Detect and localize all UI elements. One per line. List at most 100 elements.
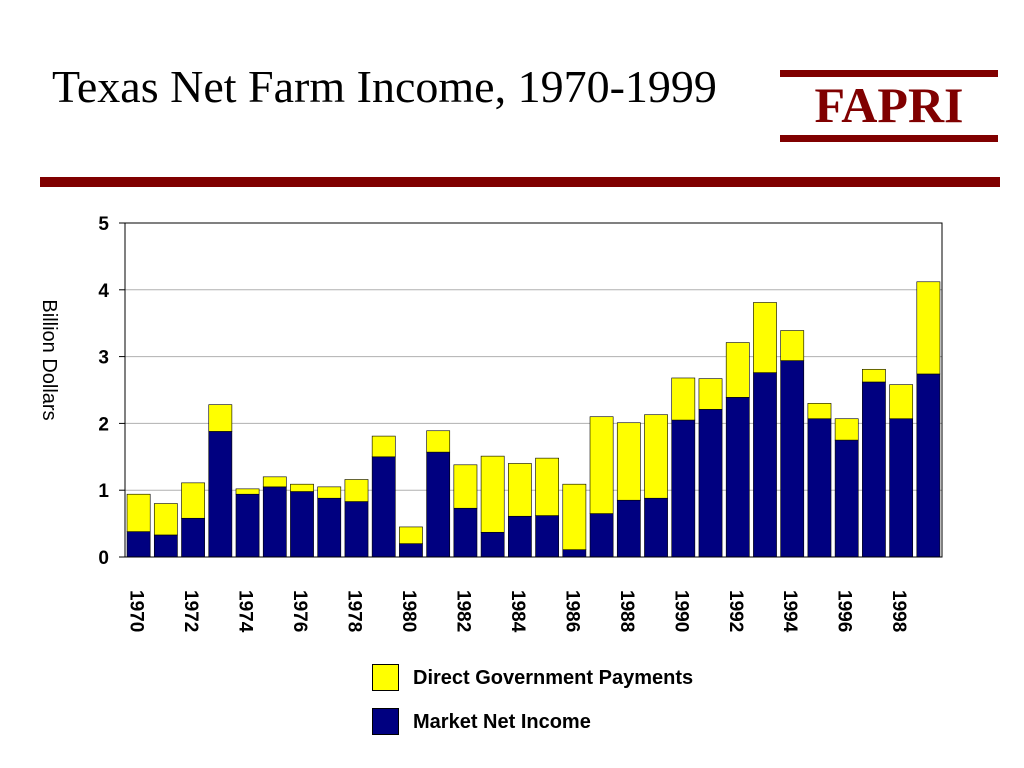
- x-tick-label: 1994: [779, 590, 800, 633]
- bar-direct-payments-1989: [644, 414, 668, 499]
- plot-frame: [124, 222, 943, 558]
- bar-market-net-income-1973: [208, 431, 233, 558]
- x-tick-label: 1984: [507, 590, 528, 633]
- x-tick-label: 1980: [398, 590, 419, 632]
- bar-direct-payments-1994: [780, 330, 805, 361]
- y-tick-label: 0: [98, 548, 109, 569]
- legend-swatch-market-net-income: [372, 708, 399, 735]
- bar-direct-payments-1982: [453, 464, 478, 509]
- y-tick-label: 3: [98, 348, 109, 369]
- fapri-logo: FAPRI: [780, 70, 998, 142]
- bar-market-net-income-1978: [344, 501, 369, 558]
- bar-market-net-income-1989: [644, 497, 668, 558]
- bar-market-net-income-1980: [399, 543, 423, 558]
- bar-market-net-income-1996: [834, 439, 859, 558]
- x-tick-label: 1982: [452, 590, 473, 632]
- bar-direct-payments-1997: [862, 368, 886, 383]
- y-tick-label: 2: [98, 414, 109, 435]
- bar-direct-payments-1990: [671, 377, 696, 421]
- x-tick-label: 1988: [616, 590, 637, 632]
- bar-direct-payments-1988: [616, 422, 641, 501]
- bar-direct-payments-1984: [508, 463, 532, 517]
- y-tick-label: 1: [98, 481, 109, 502]
- slide-title: Texas Net Farm Income, 1970-1999: [52, 61, 717, 112]
- bar-market-net-income-1993: [753, 372, 777, 558]
- bar-direct-payments-1993: [753, 302, 777, 373]
- y-tick-label: 5: [98, 214, 109, 235]
- bar-market-net-income-1997: [862, 381, 886, 558]
- bar-market-net-income-1986: [562, 549, 587, 558]
- bar-direct-payments-1975: [262, 476, 287, 488]
- x-axis-ticks: 1970 1972 1974 1976 1978 1980 1982 1984 1986 1988…: [126, 590, 910, 633]
- bar-direct-payments-1973: [208, 404, 233, 432]
- y-tick-label: 4: [98, 281, 109, 302]
- bar-direct-payments-1977: [317, 486, 342, 499]
- bar-market-net-income-1975: [262, 486, 287, 558]
- logo-top-bar: [780, 70, 998, 77]
- legend-item-market-net-income: Market Net Income: [372, 708, 792, 736]
- bar-market-net-income-1988: [616, 499, 641, 558]
- bar-direct-payments-1981: [426, 430, 451, 453]
- bar-market-net-income-1984: [508, 515, 532, 558]
- legend-swatch-direct-payments: [372, 664, 399, 691]
- bar-direct-payments-1992: [725, 342, 750, 398]
- bar-market-net-income-1992: [725, 397, 750, 558]
- bar-market-net-income-1994: [780, 360, 805, 558]
- x-tick-label: 1972: [180, 590, 201, 632]
- bar-market-net-income-1990: [671, 419, 696, 558]
- plot-area: [125, 223, 942, 557]
- x-tick-label: 1970: [126, 590, 147, 632]
- bar-market-net-income-1974: [235, 493, 260, 558]
- x-tick-label: 1974: [235, 590, 256, 633]
- x-tick-label: 1986: [561, 590, 582, 632]
- bar-market-net-income-1987: [589, 513, 614, 558]
- bar-direct-payments-1996: [834, 418, 859, 441]
- legend-label-direct-payments: Direct Government Payments: [413, 667, 694, 689]
- bar-direct-payments-1979: [371, 435, 396, 458]
- bar-direct-payments-1991: [698, 378, 723, 410]
- x-tick-label: 1996: [834, 590, 855, 632]
- bar-market-net-income-1983: [480, 531, 505, 558]
- logo-bottom-bar: [780, 135, 998, 142]
- x-tick-label: 1998: [888, 590, 909, 632]
- bar-market-net-income-1972: [181, 517, 205, 558]
- bar-market-net-income-1995: [807, 418, 832, 558]
- bar-direct-payments-1980: [399, 526, 423, 544]
- bar-direct-payments-1970: [126, 493, 151, 532]
- gridlines: [125, 289, 942, 491]
- bar-market-net-income-1981: [426, 451, 451, 558]
- bar-direct-payments-1998: [889, 384, 914, 420]
- bar-direct-payments-1987: [589, 416, 614, 514]
- bar-market-net-income-1982: [453, 507, 478, 558]
- bar-direct-payments-1986: [562, 483, 587, 550]
- y-axis-ticks: 0 1 2 3 4 5: [98, 214, 125, 569]
- y-axis-label: Billion Dollars: [38, 299, 60, 420]
- bar-market-net-income-1985: [535, 515, 559, 558]
- bar-market-net-income-1976: [290, 491, 314, 558]
- bar-market-net-income-1971: [153, 534, 178, 558]
- bars: [126, 281, 941, 558]
- x-tick-label: 1992: [725, 590, 746, 632]
- x-tick-label: 1990: [670, 590, 691, 632]
- legend-label-market-net-income: Market Net Income: [413, 711, 591, 733]
- bar-market-net-income-1999: [916, 373, 941, 558]
- bar-direct-payments-1995: [807, 403, 832, 420]
- bar-market-net-income-1970: [126, 531, 151, 558]
- bar-market-net-income-1979: [371, 456, 396, 558]
- bar-direct-payments-1978: [344, 479, 369, 502]
- bar-market-net-income-1977: [317, 497, 342, 558]
- bar-direct-payments-1983: [480, 455, 505, 533]
- bar-market-net-income-1991: [698, 409, 723, 558]
- bar-direct-payments-1999: [916, 281, 941, 375]
- bar-direct-payments-1985: [535, 457, 559, 516]
- bar-direct-payments-1976: [290, 483, 314, 492]
- x-tick-label: 1976: [289, 590, 310, 632]
- bar-direct-payments-1974: [235, 488, 260, 495]
- bar-market-net-income-1998: [889, 418, 914, 558]
- bar-direct-payments-1972: [181, 482, 205, 519]
- bar-direct-payments-1971: [153, 503, 178, 536]
- x-tick-label: 1978: [343, 590, 364, 632]
- logo-text: FAPRI: [814, 77, 964, 133]
- legend-item-direct-payments: Direct Government Payments: [372, 664, 792, 692]
